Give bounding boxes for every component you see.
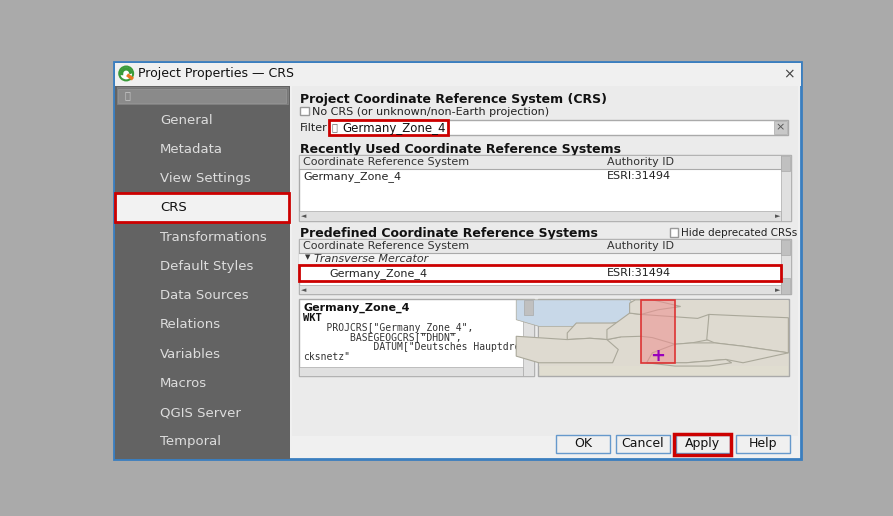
- Text: Authority ID: Authority ID: [606, 241, 673, 251]
- Bar: [616, 436, 670, 453]
- Text: Germany_Zone_4: Germany_Zone_4: [304, 303, 410, 313]
- Bar: [538, 300, 789, 366]
- Bar: [780, 155, 790, 220]
- Text: General: General: [160, 114, 213, 126]
- Text: 🔍: 🔍: [332, 122, 338, 132]
- Bar: [298, 239, 790, 295]
- Text: Filter: Filter: [300, 123, 328, 133]
- Bar: [641, 300, 675, 363]
- Text: Coordinate Reference System: Coordinate Reference System: [304, 241, 470, 251]
- Bar: [781, 240, 790, 255]
- Bar: [117, 87, 288, 104]
- Polygon shape: [647, 360, 731, 366]
- Text: Variables: Variables: [160, 348, 221, 361]
- Polygon shape: [630, 300, 680, 314]
- Bar: [555, 436, 610, 453]
- Text: Authority ID: Authority ID: [606, 157, 673, 167]
- Bar: [298, 265, 780, 281]
- Bar: [298, 299, 533, 376]
- Bar: [298, 239, 780, 253]
- Bar: [298, 253, 780, 265]
- Bar: [524, 300, 533, 315]
- Text: ESRI:31494: ESRI:31494: [606, 268, 671, 278]
- Text: Metadata: Metadata: [160, 143, 223, 156]
- Text: Transformations: Transformations: [160, 231, 267, 244]
- Text: Transverse Mercator: Transverse Mercator: [314, 254, 429, 264]
- Text: View Settings: View Settings: [160, 172, 251, 185]
- Bar: [538, 299, 789, 376]
- Text: Hide deprecated CRSs: Hide deprecated CRSs: [680, 228, 797, 238]
- Polygon shape: [516, 300, 641, 326]
- Text: No CRS (or unknown/non-Earth projection): No CRS (or unknown/non-Earth projection): [312, 107, 549, 117]
- Text: ×: ×: [775, 122, 785, 132]
- Bar: [781, 156, 790, 171]
- Text: Germany_Zone_4: Germany_Zone_4: [304, 171, 401, 182]
- Bar: [298, 265, 780, 281]
- Bar: [641, 300, 675, 363]
- Text: Predefined Coordinate Reference Systems: Predefined Coordinate Reference Systems: [300, 227, 598, 240]
- Text: PROJCRS["Germany_Zone_4",: PROJCRS["Germany_Zone_4",: [304, 322, 473, 333]
- Bar: [114, 62, 801, 86]
- Text: OK: OK: [574, 438, 592, 450]
- Bar: [298, 285, 780, 295]
- Text: QGIS Server: QGIS Server: [160, 406, 241, 419]
- Bar: [781, 278, 790, 294]
- Bar: [736, 436, 790, 453]
- Polygon shape: [516, 336, 618, 363]
- Bar: [298, 367, 523, 376]
- Bar: [674, 434, 731, 455]
- Text: +: +: [650, 347, 665, 365]
- Polygon shape: [706, 314, 789, 353]
- Text: Relations: Relations: [160, 318, 221, 331]
- Bar: [298, 155, 790, 220]
- Text: BASEGEOGCRS["DHDN",: BASEGEOGCRS["DHDN",: [304, 332, 462, 342]
- Text: WKT: WKT: [304, 313, 322, 323]
- Text: ◄: ◄: [301, 287, 306, 293]
- Bar: [523, 299, 533, 376]
- Text: Default Styles: Default Styles: [160, 260, 254, 273]
- Text: ►: ►: [775, 287, 780, 293]
- Text: Coordinate Reference System: Coordinate Reference System: [304, 157, 470, 167]
- Text: cksnetz": cksnetz": [304, 352, 350, 362]
- Polygon shape: [607, 313, 709, 344]
- Bar: [115, 193, 289, 222]
- Text: CRS: CRS: [160, 201, 187, 214]
- Bar: [773, 121, 787, 134]
- Text: Macros: Macros: [160, 377, 207, 390]
- Bar: [300, 107, 309, 115]
- Bar: [119, 89, 287, 103]
- Text: Apply: Apply: [685, 438, 721, 450]
- Bar: [298, 211, 780, 220]
- Polygon shape: [567, 323, 621, 340]
- Text: Cancel: Cancel: [622, 438, 664, 450]
- Circle shape: [120, 67, 133, 80]
- Bar: [676, 436, 730, 453]
- Bar: [293, 86, 798, 436]
- Text: Project Coordinate Reference System (CRS): Project Coordinate Reference System (CRS…: [300, 93, 607, 106]
- Text: ►: ►: [775, 213, 780, 219]
- Bar: [329, 120, 789, 135]
- Text: Project Properties — CRS: Project Properties — CRS: [138, 67, 295, 80]
- Text: 🔍: 🔍: [125, 90, 130, 101]
- Text: ×: ×: [783, 67, 795, 82]
- Bar: [114, 86, 290, 459]
- Bar: [329, 120, 448, 135]
- Text: ESRI:31494: ESRI:31494: [606, 171, 671, 181]
- Text: Help: Help: [748, 438, 777, 450]
- Text: Germany_Zone_4: Germany_Zone_4: [330, 268, 428, 279]
- Text: ◄: ◄: [301, 213, 306, 219]
- Text: DATUM["Deutsches Hauptdreie: DATUM["Deutsches Hauptdreie: [304, 342, 532, 352]
- Bar: [670, 228, 679, 237]
- Text: Temporal: Temporal: [160, 436, 221, 448]
- Text: Recently Used Coordinate Reference Systems: Recently Used Coordinate Reference Syste…: [300, 143, 622, 156]
- Text: Germany_Zone_4: Germany_Zone_4: [343, 122, 446, 135]
- Bar: [780, 239, 790, 295]
- Polygon shape: [647, 343, 789, 363]
- Text: ▼: ▼: [305, 254, 310, 261]
- Bar: [298, 155, 780, 169]
- Text: Data Sources: Data Sources: [160, 289, 248, 302]
